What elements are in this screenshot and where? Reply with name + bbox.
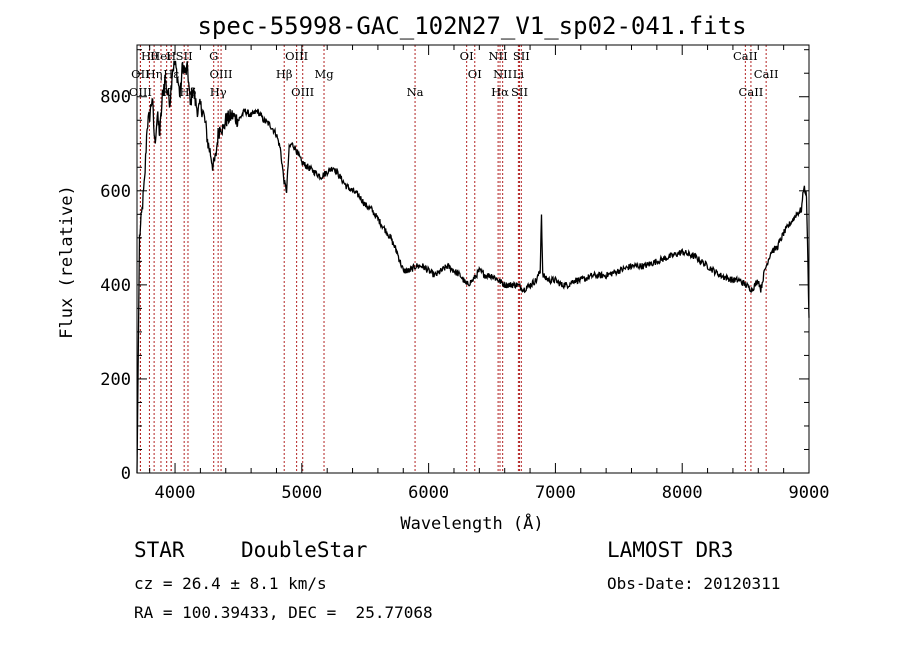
x-tick-label: 4000 xyxy=(155,483,196,503)
object-subclass: DoubleStar xyxy=(241,538,368,562)
spectral-line-label: G xyxy=(209,49,218,63)
spectral-line-label: OI xyxy=(468,67,482,81)
spectral-line-label: Hα xyxy=(491,85,509,99)
spectral-line-label: H xyxy=(166,49,176,63)
x-tick-label: 8000 xyxy=(662,483,703,503)
observation-date: Obs-Date: 20120311 xyxy=(607,574,781,593)
spectral-line-label: OIII xyxy=(210,67,233,81)
spectral-line-label: CaII xyxy=(739,85,764,99)
spectral-line-label: CaII xyxy=(733,49,758,63)
spectral-line-label: Hβ xyxy=(276,67,293,81)
x-tick-label: 6000 xyxy=(408,483,449,503)
y-tick-label: 400 xyxy=(100,276,131,296)
spectral-line-label: CaII xyxy=(754,67,779,81)
x-axis-label: Wavelength (Å) xyxy=(400,512,543,534)
spectral-line-label: Hε xyxy=(163,67,179,81)
spectral-line-label: SII xyxy=(513,49,530,63)
y-tick-label: 200 xyxy=(100,370,131,390)
object-class: STAR xyxy=(134,538,185,562)
spectral-line-label: Heι xyxy=(150,49,171,63)
spectral-line-label: Hθ xyxy=(141,49,158,63)
y-axis-label: Flux (relative) xyxy=(57,185,77,339)
x-tick-label: 5000 xyxy=(281,483,322,503)
spectral-line-label: OIII xyxy=(291,85,314,99)
spectral-line-label: Li xyxy=(513,67,525,81)
y-tick-label: 600 xyxy=(100,182,131,202)
spectral-line-label: Hγ xyxy=(210,85,227,99)
y-tick-label: 800 xyxy=(100,88,131,108)
x-axis-ticks: 4000 5000 6000 7000 8000 9000 xyxy=(149,45,830,503)
plot-frame xyxy=(136,44,810,474)
chart-title: spec-55998-GAC_102N27_V1_sp02-041.fits xyxy=(197,12,746,40)
y-axis-ticks: 0 200 400 600 800 xyxy=(100,49,809,484)
spectral-line-label: OIII xyxy=(285,49,308,63)
spectral-line-markers xyxy=(139,45,767,473)
spectrum-series-line xyxy=(136,60,810,474)
spectral-line-label: NII xyxy=(493,67,512,81)
redshift-velocity: cz = 26.4 ± 8.1 km/s xyxy=(134,574,327,593)
spectral-line-label: Hη xyxy=(146,67,163,81)
spectral-line-label: OIII xyxy=(129,85,152,99)
spectral-line-labels: HθOIIOIIIHeιHηKHHεHδSIIOIIIHγGHβOIIIOIII… xyxy=(129,49,779,99)
spectral-line-label: OII xyxy=(131,67,150,81)
survey-label: LAMOST DR3 xyxy=(607,538,734,562)
x-tick-label: 9000 xyxy=(789,483,830,503)
spectral-line-label: Na xyxy=(407,85,424,99)
spectral-line-label: OI xyxy=(460,49,474,63)
spectral-line-label: Mg xyxy=(314,67,334,81)
spectral-line-label: SII xyxy=(511,85,528,99)
spectral-line-label: NII xyxy=(489,49,508,63)
coordinates: RA = 100.39433, DEC = 25.77068 xyxy=(134,603,433,622)
spectral-line-label: SII xyxy=(176,49,193,63)
y-tick-label: 0 xyxy=(121,464,131,484)
x-tick-label: 7000 xyxy=(535,483,576,503)
